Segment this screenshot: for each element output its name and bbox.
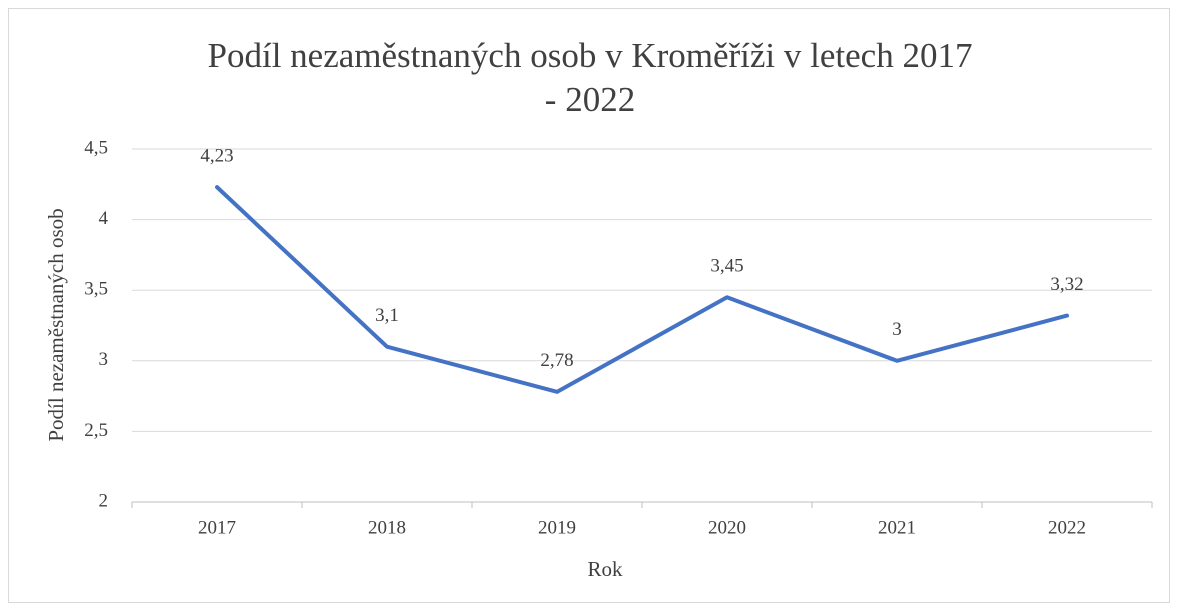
chart-title: Podíl nezaměstnaných osob v Kroměříži v …: [207, 36, 973, 119]
x-axis-label: Rok: [587, 557, 623, 581]
y-tick-label: 2: [99, 490, 109, 511]
y-tick-label: 3: [99, 349, 109, 370]
data-label: 3,1: [375, 305, 399, 326]
data-label: 2,78: [540, 350, 573, 371]
y-tick-label: 3,5: [84, 279, 108, 300]
chart-border: [8, 8, 1170, 603]
data-label: 3,45: [710, 256, 743, 277]
data-label: 3,32: [1050, 274, 1083, 295]
y-axis-label: Podíl nezaměstnaných osob: [44, 208, 68, 441]
data-label: 4,23: [200, 145, 233, 166]
x-tick-label: 2020: [708, 517, 746, 538]
x-tick-label: 2017: [198, 517, 236, 538]
y-tick-label: 4,5: [84, 137, 108, 158]
x-tick-label: 2019: [538, 517, 576, 538]
y-tick-label: 4: [99, 208, 109, 229]
data-line: [215, 185, 1069, 394]
x-tick-label: 2022: [1048, 517, 1086, 538]
x-tick-label: 2021: [878, 517, 916, 538]
data-label: 3: [892, 319, 902, 340]
x-tick-label: 2018: [368, 517, 406, 538]
y-tick-label: 2,5: [84, 420, 108, 441]
